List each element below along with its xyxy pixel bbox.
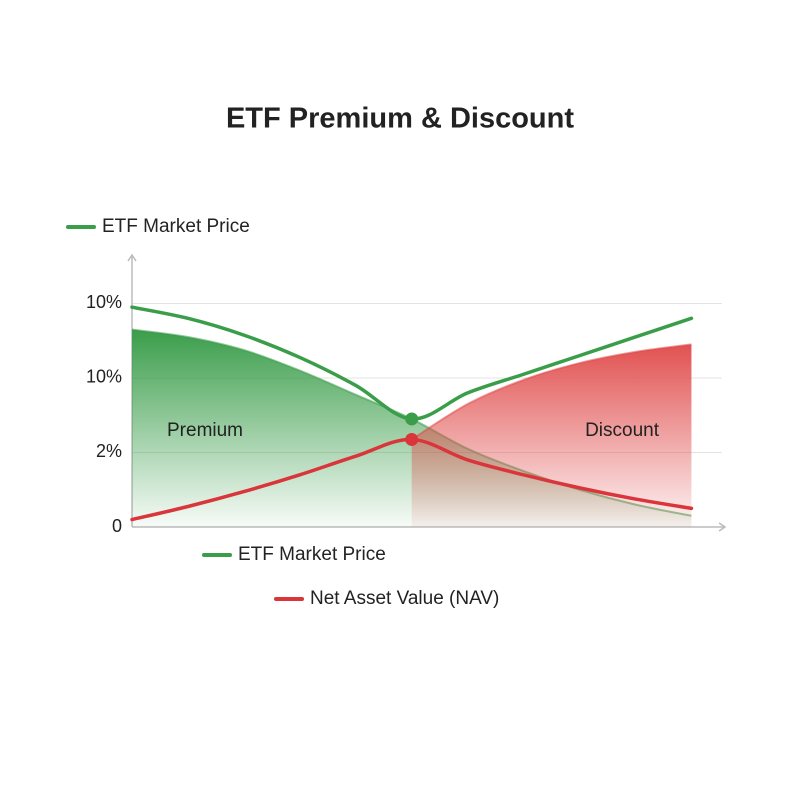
annotation: Discount <box>585 420 660 441</box>
area <box>411 344 692 527</box>
legend-label: ETF Market Price <box>238 544 386 565</box>
legend-label: Net Asset Value (NAV) <box>310 588 499 609</box>
y-tick-label: 10% <box>86 367 122 387</box>
y-tick-label: 10% <box>86 292 122 312</box>
x-axis-arrow <box>718 522 727 532</box>
legend-label: ETF Market Price <box>102 216 250 237</box>
chart-title: ETF Premium & Discount <box>226 103 574 135</box>
y-tick-label: 2% <box>96 441 122 461</box>
area <box>132 329 692 527</box>
area-edge <box>411 343 692 441</box>
point <box>405 412 419 426</box>
y-axis-arrow <box>127 253 137 262</box>
annotation: Premium <box>167 420 243 441</box>
point <box>405 432 419 446</box>
y-tick-label: 0 <box>112 516 122 536</box>
